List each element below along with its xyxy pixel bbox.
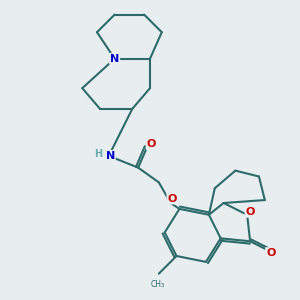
Text: O: O [266, 248, 275, 258]
Text: O: O [245, 207, 255, 217]
Text: O: O [147, 139, 156, 149]
Text: N: N [106, 151, 115, 161]
Text: H: H [94, 149, 103, 159]
Text: CH₃: CH₃ [150, 280, 164, 289]
Text: N: N [110, 54, 119, 64]
Text: O: O [167, 194, 177, 204]
